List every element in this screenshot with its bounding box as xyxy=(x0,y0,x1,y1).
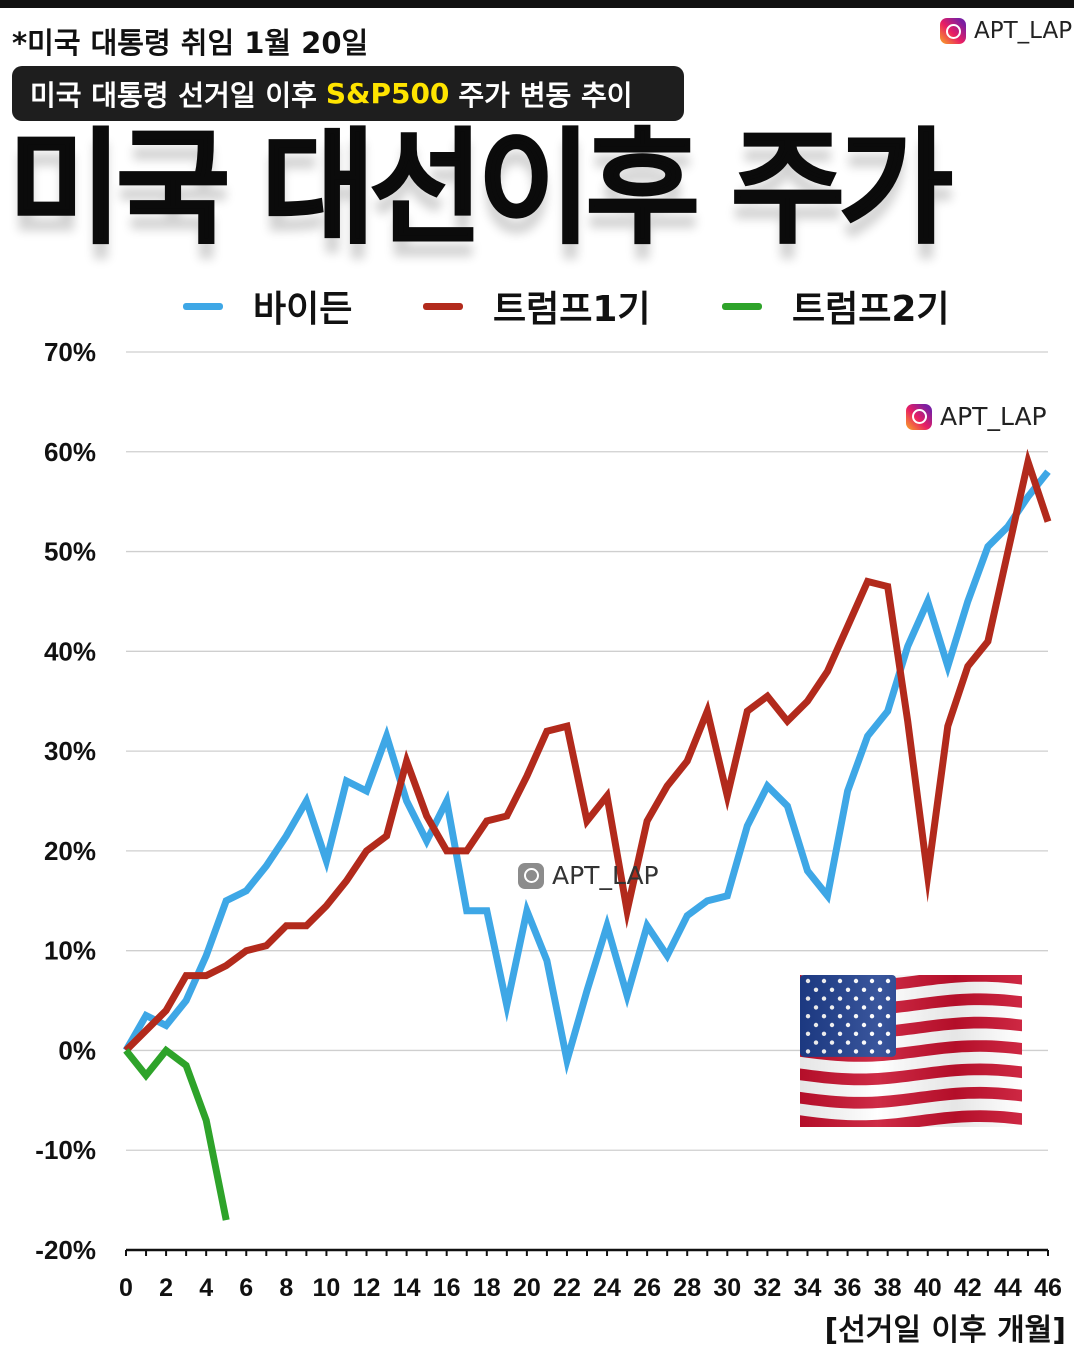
y-tick-label: -10% xyxy=(35,1135,96,1165)
legend-item-trump2: 트럼프2기 xyxy=(722,280,950,332)
legend-swatch-trump2 xyxy=(722,302,762,310)
x-tick-label: 34 xyxy=(794,1274,822,1302)
x-tick-label: 42 xyxy=(954,1274,982,1302)
headline: 미국 대선이후 주가 xyxy=(7,117,954,261)
banner-text-after: 주가 변동 추이 xyxy=(458,78,633,112)
top-rule xyxy=(0,0,1074,8)
legend-swatch-biden xyxy=(183,302,223,310)
x-tick-label: 0 xyxy=(119,1274,133,1302)
instagram-icon xyxy=(940,18,966,44)
legend-label-trump2: 트럼프2기 xyxy=(792,289,950,330)
x-tick-label: 32 xyxy=(753,1274,781,1302)
x-tick-label: 22 xyxy=(553,1274,581,1302)
x-tick-label: 10 xyxy=(313,1274,341,1302)
brand-watermark-chart: APT_LAP xyxy=(906,402,1047,431)
x-tick-label: 46 xyxy=(1034,1274,1062,1302)
watermark-label-2: APT_LAP xyxy=(552,861,659,890)
legend-label-biden: 바이든 xyxy=(253,289,353,330)
brand-watermark-center: APT_LAP xyxy=(518,861,659,890)
chart-legend: 바이든 트럼프1기 트럼프2기 xyxy=(0,280,1074,330)
flag-shading xyxy=(800,975,1022,1127)
y-tick-label: 20% xyxy=(44,836,96,866)
y-tick-label: 0% xyxy=(58,1035,96,1065)
y-tick-label: 70% xyxy=(44,337,96,367)
line-chart: -20%-10%0%10%20%30%40%50%60%70%0 2 4 6 8 10 12… xyxy=(35,337,1062,1302)
x-tick-label: 20 xyxy=(513,1274,541,1302)
series-line-trump2 xyxy=(123,1045,230,1221)
x-tick-label: 44 xyxy=(994,1274,1022,1302)
instagram-icon xyxy=(906,403,932,430)
x-tick-label: 2 xyxy=(159,1274,173,1302)
brand-watermark-top: APT_LAP xyxy=(940,18,1072,44)
banner-text-before: 미국 대통령 선거일 이후 xyxy=(30,78,317,112)
instagram-icon xyxy=(518,862,544,889)
subtitle-banner: 미국 대통령 선거일 이후 S&P500 주가 변동 추이 xyxy=(12,66,684,121)
watermark-label-1: APT_LAP xyxy=(940,402,1047,431)
x-tick-label: 16 xyxy=(433,1274,461,1302)
y-tick-label: 30% xyxy=(44,736,96,766)
us-flag-icon xyxy=(800,975,1022,1127)
x-tick-label: 24 xyxy=(593,1274,621,1302)
x-tick-label: 30 xyxy=(713,1274,741,1302)
x-tick-label: 40 xyxy=(914,1274,942,1302)
x-tick-label: 8 xyxy=(279,1274,293,1302)
y-tick-label: 60% xyxy=(44,437,96,467)
y-tick-label: -20% xyxy=(35,1235,96,1265)
legend-item-trump1: 트럼프1기 xyxy=(423,280,651,332)
x-tick-label: 6 xyxy=(239,1274,253,1302)
y-tick-label: 50% xyxy=(44,537,96,567)
inauguration-note: *미국 대통령 취임 1월 20일 xyxy=(12,26,369,60)
series-line-trump1 xyxy=(123,448,1052,1053)
legend-item-biden: 바이든 xyxy=(183,280,352,332)
x-tick-label: 28 xyxy=(673,1274,701,1302)
x-tick-label: 38 xyxy=(874,1274,902,1302)
y-tick-label: 10% xyxy=(44,936,96,966)
series-line-biden xyxy=(122,469,1051,1076)
x-tick-label: 14 xyxy=(393,1274,421,1302)
x-tick-label: 18 xyxy=(473,1274,501,1302)
banner-highlight: S&P500 xyxy=(325,77,450,110)
x-tick-label: 36 xyxy=(834,1274,862,1302)
legend-label-trump1: 트럼프1기 xyxy=(493,289,651,330)
brand-label: APT_LAP xyxy=(974,18,1073,44)
y-tick-label: 40% xyxy=(44,636,96,666)
x-tick-label: 4 xyxy=(199,1274,213,1302)
legend-swatch-trump1 xyxy=(423,302,463,310)
x-tick-label: 26 xyxy=(633,1274,661,1302)
x-tick-label: 12 xyxy=(353,1274,381,1302)
x-axis-title: [선거일 이후 개월] xyxy=(824,1313,1066,1348)
